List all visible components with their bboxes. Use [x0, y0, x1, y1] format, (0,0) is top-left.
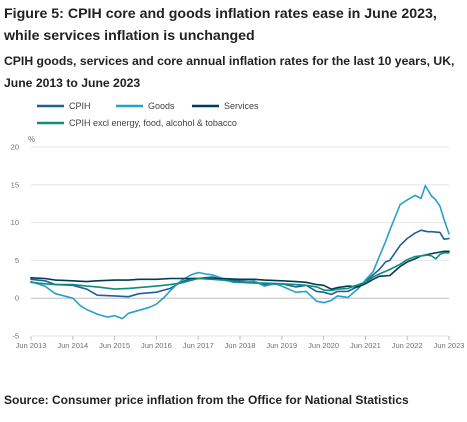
legend-label: Goods: [148, 101, 175, 111]
y-tick-label: 20: [11, 143, 19, 152]
x-tick-label: Jun 2020: [308, 341, 339, 350]
x-tick-label: Jun 2015: [99, 341, 130, 350]
y-tick-label: 0: [15, 294, 19, 303]
series-line-1: [30, 184, 450, 320]
y-tick-label: 10: [11, 218, 19, 227]
y-tick-label: -5: [12, 332, 19, 341]
x-axis-ticks: Jun 2013 Jun 2014 Jun 2015 Jun 2016 Jun 2017…: [16, 336, 465, 350]
series-lines: [30, 184, 450, 320]
chart-title: Figure 5: CPIH core and goods inflation …: [4, 6, 437, 44]
line-chart: CPIH Goods Services CPIH excl energy, food,…: [11, 101, 465, 350]
x-tick-label: Jun 2014: [57, 341, 88, 350]
series-line-0: [30, 229, 450, 298]
x-tick-label: Jun 2023: [434, 341, 465, 350]
y-tick-label: 15: [11, 180, 19, 189]
legend: CPIH Goods Services CPIH excl energy, food,…: [37, 101, 259, 128]
source-note: Source: Consumer price inflation from th…: [4, 393, 409, 407]
x-tick-label: Jun 2021: [350, 341, 381, 350]
x-tick-label: Jun 2017: [183, 341, 214, 350]
series-line-2: [30, 250, 450, 290]
x-tick-label: Jun 2019: [266, 341, 297, 350]
legend-label: CPIH excl energy, food, alcohol & tobacc…: [69, 118, 237, 128]
y-axis-ticks: -5 0 5 10 15 20: [11, 143, 19, 341]
y-axis-unit: %: [28, 135, 35, 144]
x-tick-label: Jun 2022: [392, 341, 423, 350]
x-tick-label: Jun 2013: [16, 341, 47, 350]
legend-label: CPIH: [69, 101, 91, 111]
chart-subtitle: CPIH goods, services and core annual inf…: [4, 54, 455, 90]
y-tick-label: 5: [15, 256, 19, 265]
x-tick-label: Jun 2018: [225, 341, 256, 350]
x-tick-label: Jun 2016: [141, 341, 172, 350]
legend-label: Services: [224, 101, 259, 111]
series-line-3: [30, 252, 450, 292]
